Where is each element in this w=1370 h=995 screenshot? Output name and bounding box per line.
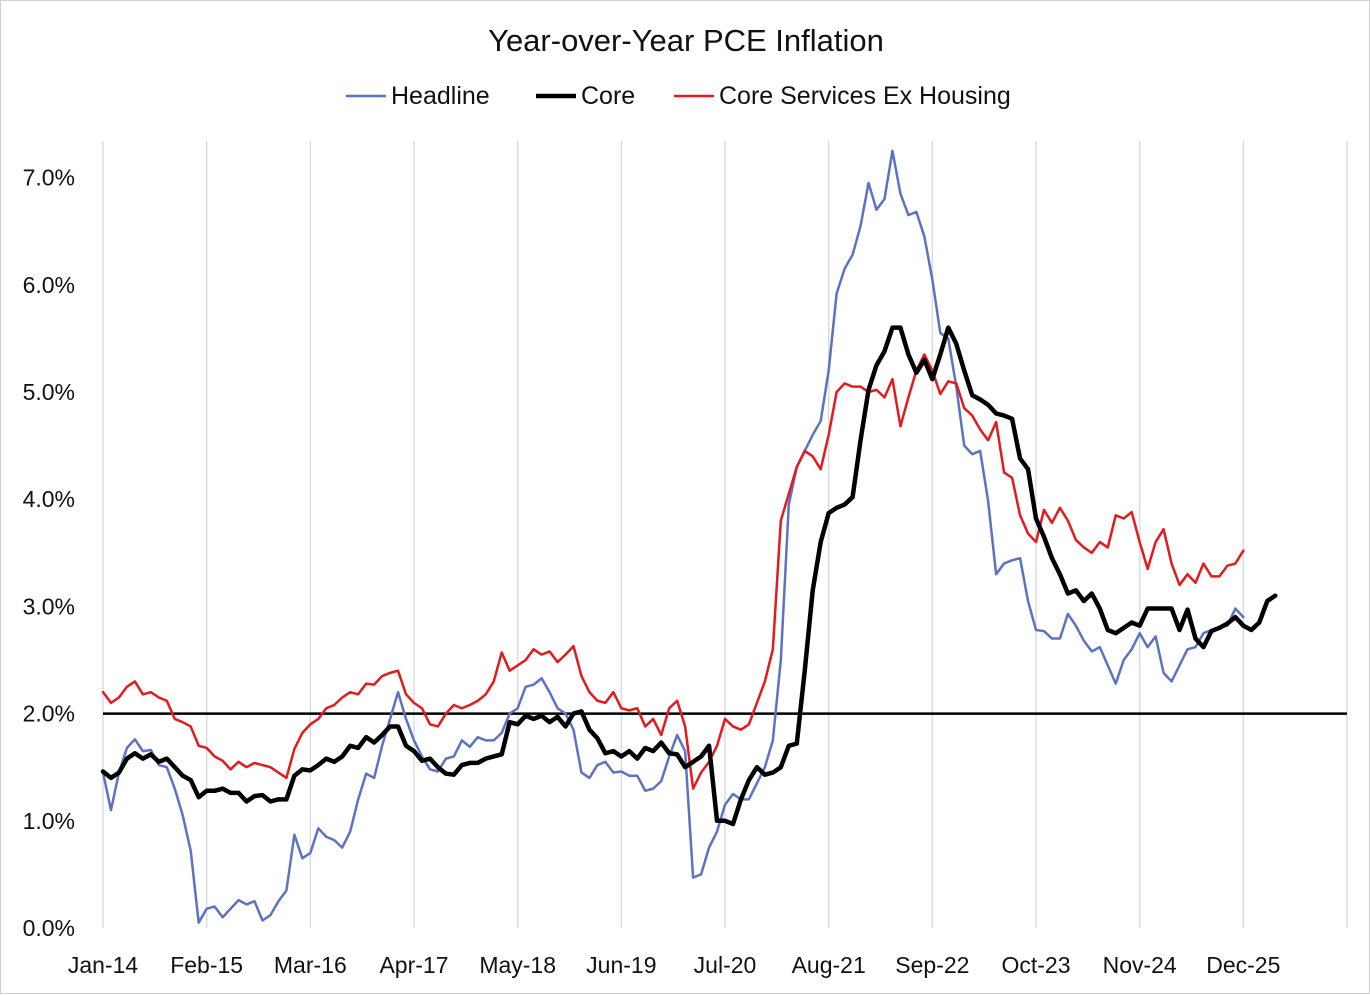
series-line-core-services-ex-housing	[101, 353, 1245, 790]
y-tick-label: 5.0%	[23, 379, 75, 405]
series-line-core	[100, 325, 1278, 827]
x-tick-label: Dec-25	[1206, 952, 1280, 978]
x-tick-label: Oct-23	[1001, 952, 1070, 978]
y-tick-label: 4.0%	[23, 486, 75, 512]
y-tick-label: 1.0%	[23, 808, 75, 834]
x-axis-labels: Jan-14 Feb-15 Mar-16 Apr-17 May-18 Jun-19 Jul-…	[68, 952, 1281, 978]
vertical-gridlines	[102, 141, 1348, 928]
legend-entry-core[interactable]: Core	[536, 82, 635, 110]
x-tick-label: Feb-15	[170, 952, 243, 978]
x-tick-label: Nov-24	[1103, 952, 1177, 978]
y-tick-label: 6.0%	[23, 272, 75, 298]
x-tick-label: Jul-20	[694, 952, 757, 978]
legend-label-headline: Headline	[391, 82, 490, 110]
legend-label-core: Core	[581, 82, 635, 110]
chart-title: Year-over-Year PCE Inflation	[488, 23, 884, 58]
x-tick-label: Sep-22	[895, 952, 969, 978]
series-line-headline	[101, 149, 1245, 924]
x-tick-label: May-18	[479, 952, 556, 978]
x-tick-label: Mar-16	[274, 952, 347, 978]
x-tick-label: Apr-17	[379, 952, 448, 978]
y-tick-label: 0.0%	[23, 915, 75, 941]
legend-entry-headline[interactable]: Headline	[346, 82, 490, 110]
x-tick-label: Jun-19	[586, 952, 656, 978]
legend-entry-core-services-ex-housing[interactable]: Core Services Ex Housing	[674, 82, 1011, 110]
legend: Headline Core Core Services Ex Housing	[346, 82, 1011, 110]
y-tick-label: 2.0%	[23, 701, 75, 727]
y-axis-labels: 0.0% 1.0% 2.0% 3.0% 4.0% 5.0% 6.0% 7.0%	[23, 165, 75, 941]
x-tick-label: Aug-21	[792, 952, 866, 978]
y-tick-label: 7.0%	[23, 165, 75, 191]
series-lines	[100, 149, 1278, 924]
legend-label-core-services-ex-housing: Core Services Ex Housing	[719, 82, 1011, 110]
x-tick-label: Jan-14	[68, 952, 139, 978]
y-tick-label: 3.0%	[23, 593, 75, 619]
